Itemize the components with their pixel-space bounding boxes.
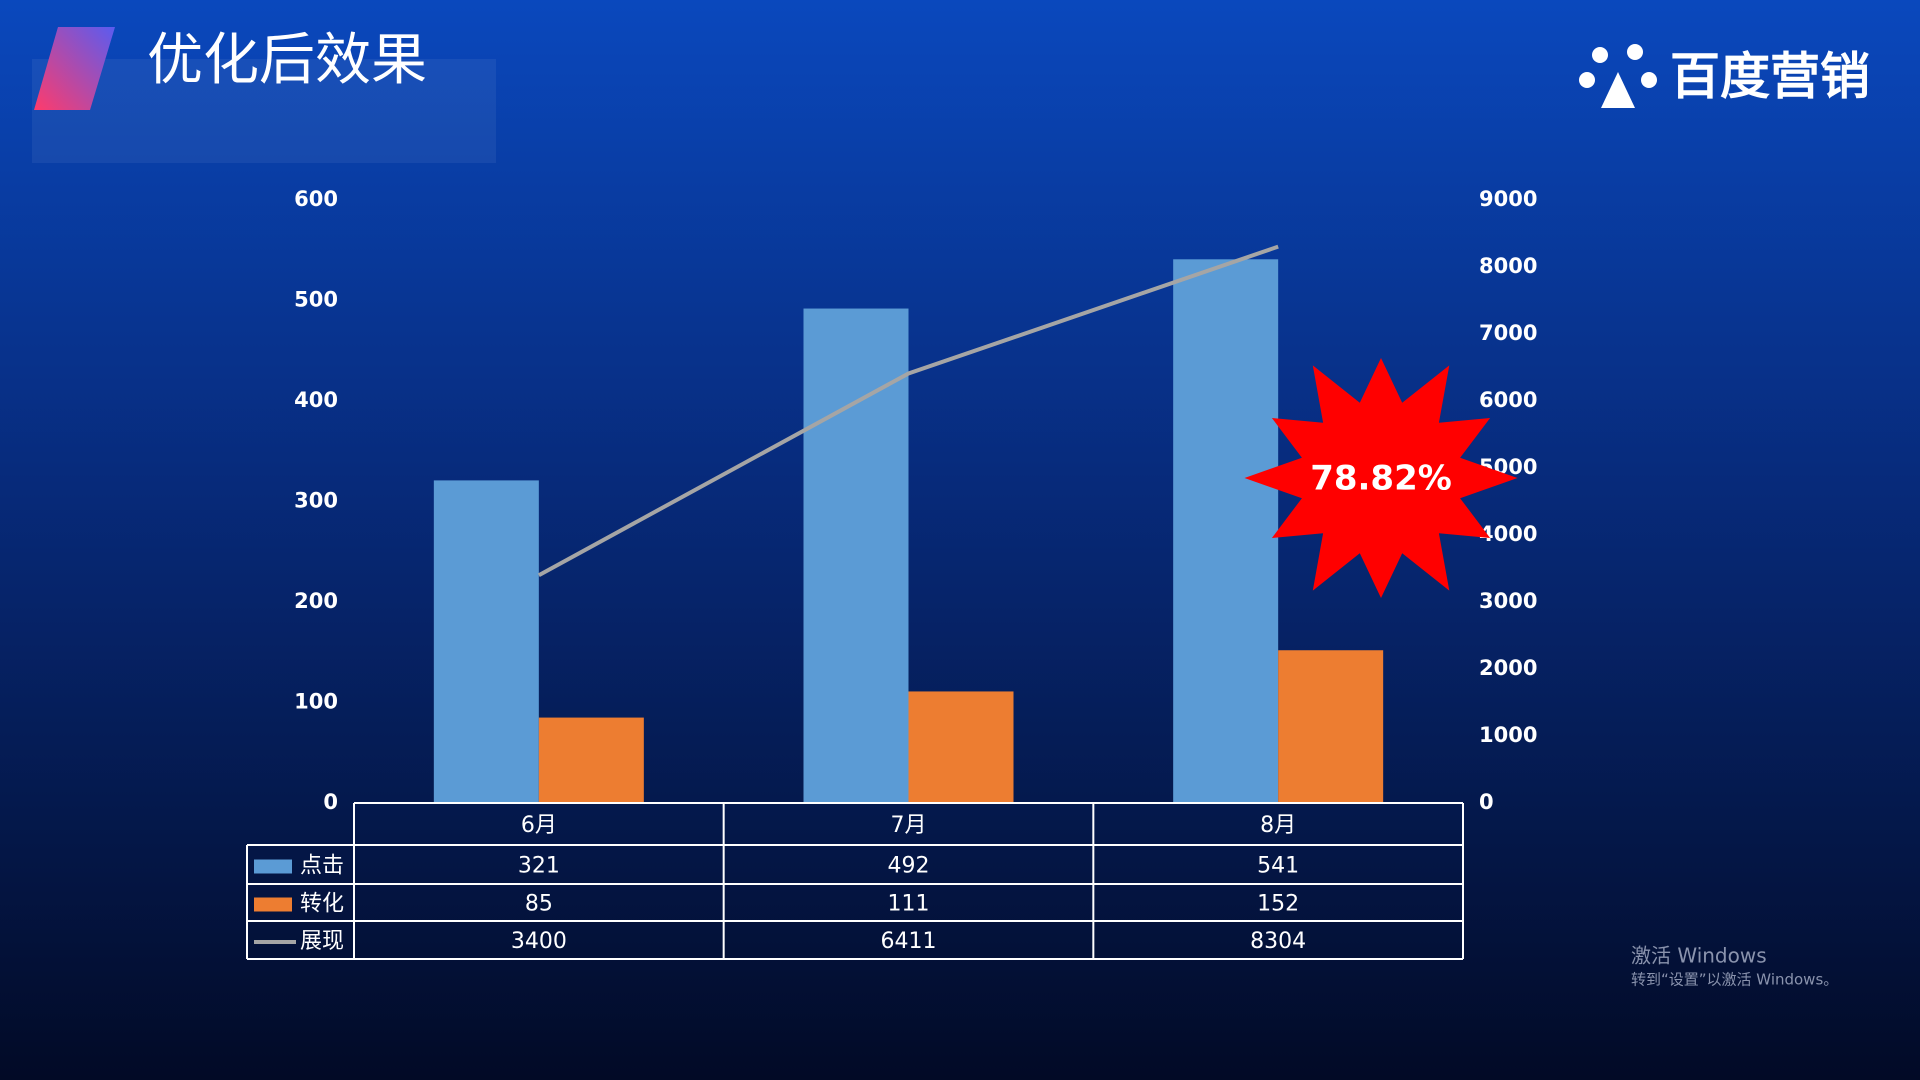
x-tick-label: 8月 — [1260, 813, 1296, 838]
legend-swatch — [254, 859, 292, 874]
y-tick-label: 100 — [294, 690, 338, 714]
chart-title: 优化后效果 — [147, 28, 427, 93]
table-value: 8304 — [1250, 929, 1306, 954]
bar — [538, 717, 644, 803]
y2-tick-label: 9000 — [1479, 187, 1537, 211]
starburst — [1244, 358, 1518, 598]
table-value: 541 — [1257, 854, 1299, 879]
table-value: 492 — [888, 854, 930, 879]
y-tick-label: 600 — [294, 187, 338, 211]
legend-label: 点击 — [300, 854, 344, 879]
y-tick-label: 300 — [294, 489, 338, 513]
legend-label: 转化 — [300, 892, 344, 917]
logo-icon — [1579, 44, 1657, 108]
table-value: 6411 — [881, 929, 937, 954]
bar — [1278, 650, 1384, 803]
bar — [1173, 259, 1279, 803]
watermark-text: 转到“设置”以激活 Windows。 — [1631, 971, 1838, 989]
y2-tick-label: 3000 — [1479, 589, 1537, 613]
bar — [908, 691, 1014, 803]
y2-tick-label: 2000 — [1479, 656, 1537, 680]
y-tick-label: 400 — [294, 388, 338, 412]
watermark-title: 激活 Windows — [1631, 944, 1767, 968]
y2-tick-label: 0 — [1479, 790, 1494, 814]
bar — [803, 308, 909, 803]
title-accent — [34, 27, 115, 110]
y2-tick-label: 1000 — [1479, 723, 1537, 747]
bar — [433, 480, 539, 803]
x-tick-label: 7月 — [891, 813, 927, 838]
y2-tick-label: 7000 — [1479, 321, 1537, 345]
legend-swatch — [254, 897, 292, 912]
annotation: 78.82% — [1310, 459, 1452, 499]
table-value: 85 — [525, 892, 553, 917]
y-tick-label: 500 — [294, 288, 338, 312]
logo-text: 百度营销 — [1670, 48, 1870, 106]
legend-label: 展现 — [300, 929, 344, 954]
plot: 0100200300400500600010002000300040005000… — [294, 187, 1537, 814]
y2-tick-label: 4000 — [1479, 522, 1537, 546]
y-tick-label: 0 — [323, 790, 338, 814]
table-value: 321 — [518, 854, 560, 879]
line — [537, 244, 1279, 577]
table-value: 152 — [1257, 892, 1299, 917]
table-value: 111 — [888, 892, 930, 917]
title-panel — [32, 59, 496, 163]
x-tick-label: 6月 — [521, 813, 557, 838]
y-tick-label: 200 — [294, 589, 338, 613]
y2-tick-label: 6000 — [1479, 388, 1537, 412]
y2-tick-label: 8000 — [1479, 254, 1537, 278]
table-value: 3400 — [511, 929, 567, 954]
